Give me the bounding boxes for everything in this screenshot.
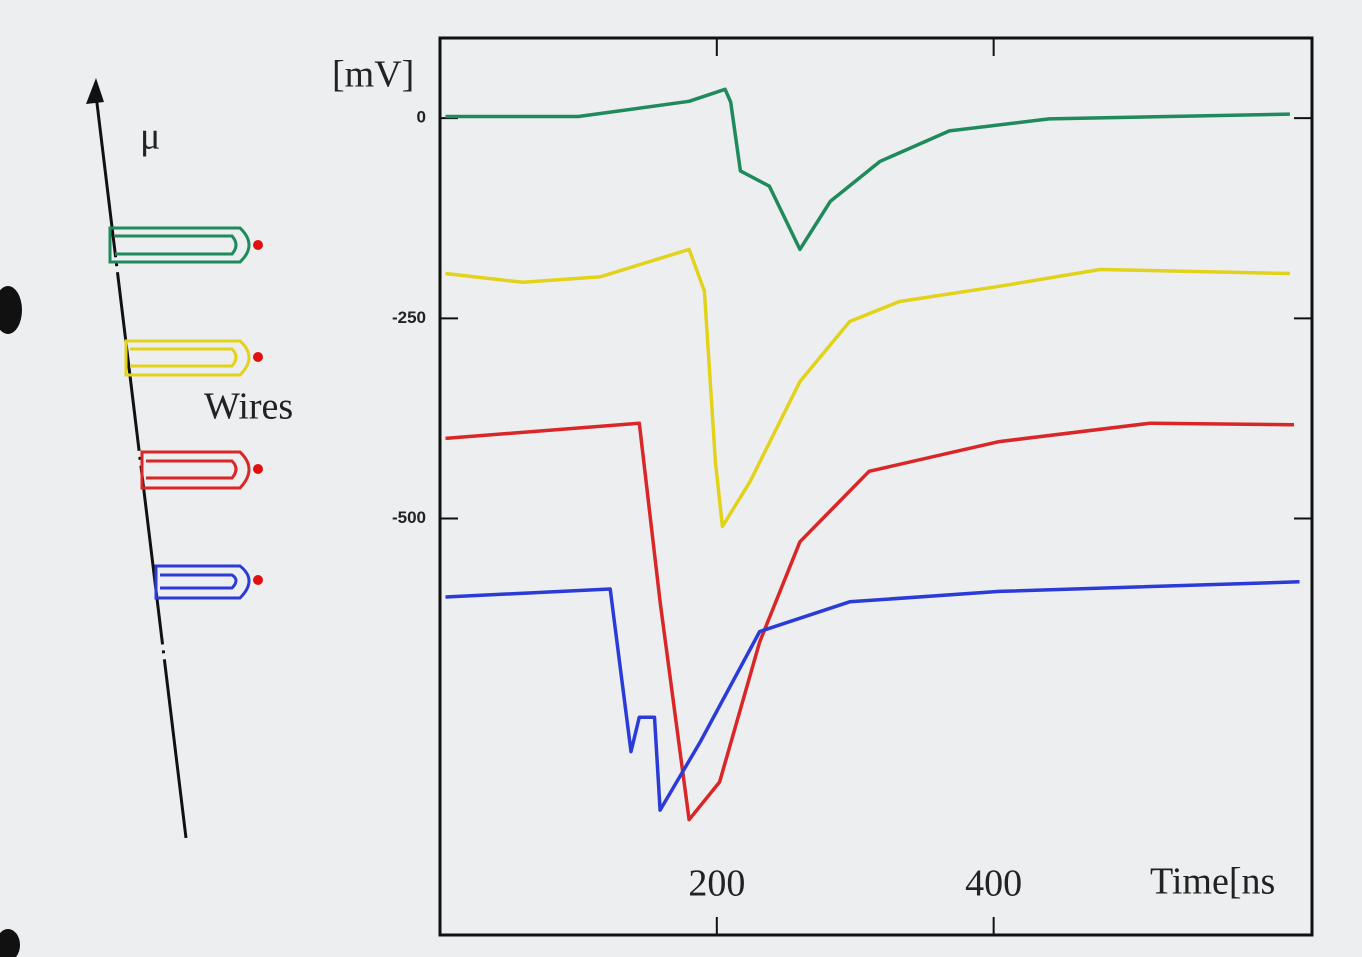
wire-loop bbox=[140, 450, 251, 490]
wire-end bbox=[253, 352, 263, 362]
y-tick-label: -250 bbox=[392, 308, 426, 327]
binder-hole bbox=[0, 286, 22, 334]
signal-line bbox=[445, 580, 1300, 812]
signal-line bbox=[445, 421, 1295, 822]
wire-loop bbox=[124, 339, 251, 377]
wire-loop bbox=[108, 226, 251, 264]
muon-label: μ bbox=[140, 116, 160, 158]
signal-line bbox=[445, 247, 1290, 529]
wire-end bbox=[253, 575, 263, 585]
x-tick-label: 200 bbox=[688, 863, 745, 905]
y-tick-label: -500 bbox=[392, 508, 426, 527]
wire-end bbox=[253, 464, 263, 474]
track-diagram bbox=[86, 78, 263, 839]
binder-hole bbox=[0, 929, 20, 957]
y-axis-label: [mV] bbox=[332, 54, 414, 96]
arrow-head bbox=[86, 78, 104, 104]
wire-end bbox=[253, 240, 263, 250]
signal-line bbox=[445, 87, 1290, 252]
x-axis-label: Time[ns bbox=[1150, 861, 1275, 903]
wires-label: Wires bbox=[204, 386, 293, 428]
wire-loop bbox=[154, 564, 251, 600]
plot-frame bbox=[438, 36, 1314, 937]
y-tick-label: 0 bbox=[417, 108, 426, 127]
x-tick-label: 400 bbox=[965, 863, 1022, 905]
